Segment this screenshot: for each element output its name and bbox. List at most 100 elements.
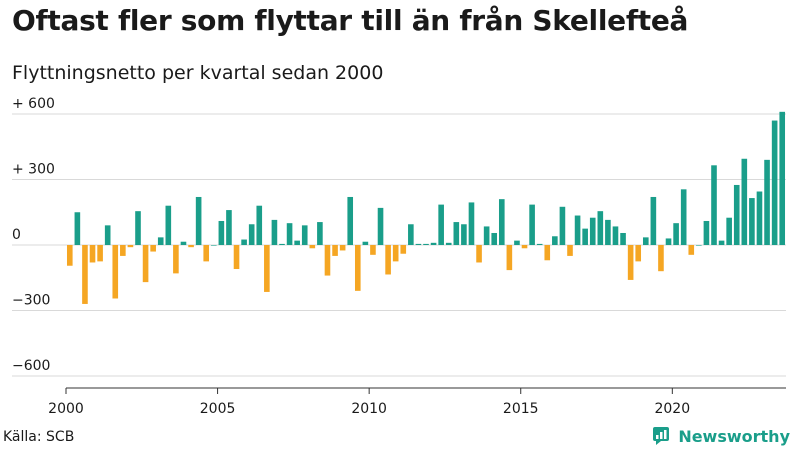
bar-positive <box>301 225 308 245</box>
x-tick-label: 2005 <box>200 401 236 417</box>
bar-positive <box>415 243 422 245</box>
x-tick-label: 2000 <box>48 401 84 417</box>
bar-negative <box>142 245 149 283</box>
bar-positive <box>718 240 725 245</box>
bar-positive <box>536 243 543 245</box>
x-axis: 2000 2005 2010 2015 2020 <box>48 387 786 417</box>
bar-positive <box>461 224 467 245</box>
x-tick-label: 2015 <box>503 401 539 417</box>
bar-negative <box>188 245 194 248</box>
bar-positive <box>680 189 687 245</box>
bar-positive <box>438 204 444 245</box>
y-tick-label: −300 <box>12 293 50 309</box>
bar-positive <box>749 198 755 245</box>
bar-positive <box>226 210 232 245</box>
bar-positive <box>408 224 414 245</box>
bar-positive <box>256 205 263 245</box>
bar-negative <box>309 245 316 249</box>
bar-positive <box>135 211 141 245</box>
bar-positive <box>726 217 732 245</box>
bar-positive <box>529 204 535 245</box>
bar-negative <box>354 245 361 291</box>
bars <box>66 111 786 304</box>
bar-positive <box>733 184 740 245</box>
bar-negative <box>370 245 376 255</box>
bar-positive <box>552 236 558 245</box>
bar-negative <box>635 245 642 262</box>
bar-positive <box>559 206 566 245</box>
bar-positive <box>665 238 672 245</box>
gridlines <box>12 113 786 377</box>
bar-positive <box>377 207 384 245</box>
bar-negative <box>203 245 210 262</box>
bar-positive <box>491 232 498 245</box>
bar-positive <box>294 240 300 245</box>
bar-negative <box>173 245 179 274</box>
bar-positive <box>764 159 770 245</box>
bar-positive <box>430 242 437 245</box>
bar-negative <box>339 245 346 251</box>
bar-positive <box>241 239 247 245</box>
y-tick-label: −600 <box>12 358 50 374</box>
bar-positive <box>589 217 596 245</box>
bar-positive <box>157 237 164 245</box>
bar-negative <box>89 245 96 263</box>
bar-positive <box>514 240 520 245</box>
bar-positive <box>165 205 172 245</box>
bar-negative <box>332 245 338 256</box>
chart-title: Oftast fler som flyttar till än från Ske… <box>12 4 689 37</box>
source-note: Källa: SCB <box>3 429 75 445</box>
bar-negative <box>233 245 240 270</box>
bar-positive <box>271 219 278 245</box>
bar-positive <box>195 196 202 245</box>
bar-negative <box>627 245 634 280</box>
newsworthy-logo[interactable]: Newsworthy <box>652 426 790 446</box>
bar-positive <box>673 223 679 245</box>
bar-positive <box>180 241 187 245</box>
bar-negative <box>392 245 399 262</box>
bar-negative <box>476 245 482 263</box>
bar-negative <box>112 245 119 299</box>
bar-negative <box>688 245 695 255</box>
bar-positive <box>468 202 475 245</box>
bar-positive <box>483 226 490 245</box>
bar-negative <box>120 245 126 256</box>
bar-positive <box>779 111 786 245</box>
bar-positive <box>317 222 323 245</box>
bar-positive <box>650 196 657 245</box>
bar-positive <box>286 223 293 245</box>
bar-positive <box>771 120 778 245</box>
bar-negative <box>127 245 134 248</box>
bar-negative <box>82 245 88 304</box>
bar-positive <box>612 226 619 245</box>
bar-positive <box>711 165 717 245</box>
x-tick-label: 2020 <box>654 401 690 417</box>
bar-positive <box>218 220 225 245</box>
bar-negative <box>150 245 156 252</box>
y-tick-label: + 600 <box>12 96 55 112</box>
bar-positive <box>362 241 369 245</box>
bar-negative <box>385 245 391 275</box>
bar-positive <box>642 237 649 245</box>
brand-name: Newsworthy <box>678 426 790 446</box>
y-axis-labels: + 600 + 300 0 −300 −600 <box>12 96 55 374</box>
bar-negative <box>567 245 573 256</box>
bar-negative <box>264 245 270 292</box>
bar-positive <box>620 232 626 245</box>
bar-positive <box>498 199 505 245</box>
y-tick-label: + 300 <box>12 162 55 178</box>
bar-positive <box>703 220 710 245</box>
bar-negative <box>66 245 73 266</box>
bar-negative <box>97 245 103 262</box>
bar-positive <box>248 224 255 245</box>
bar-negative <box>544 245 551 261</box>
bar-positive <box>582 228 588 246</box>
bar-positive <box>574 215 581 245</box>
bar-positive <box>104 225 111 245</box>
bar-positive <box>741 158 748 245</box>
bar-positive <box>597 211 604 245</box>
bar-negative <box>658 245 664 272</box>
newsworthy-icon <box>653 427 670 445</box>
bar-positive <box>347 196 354 245</box>
